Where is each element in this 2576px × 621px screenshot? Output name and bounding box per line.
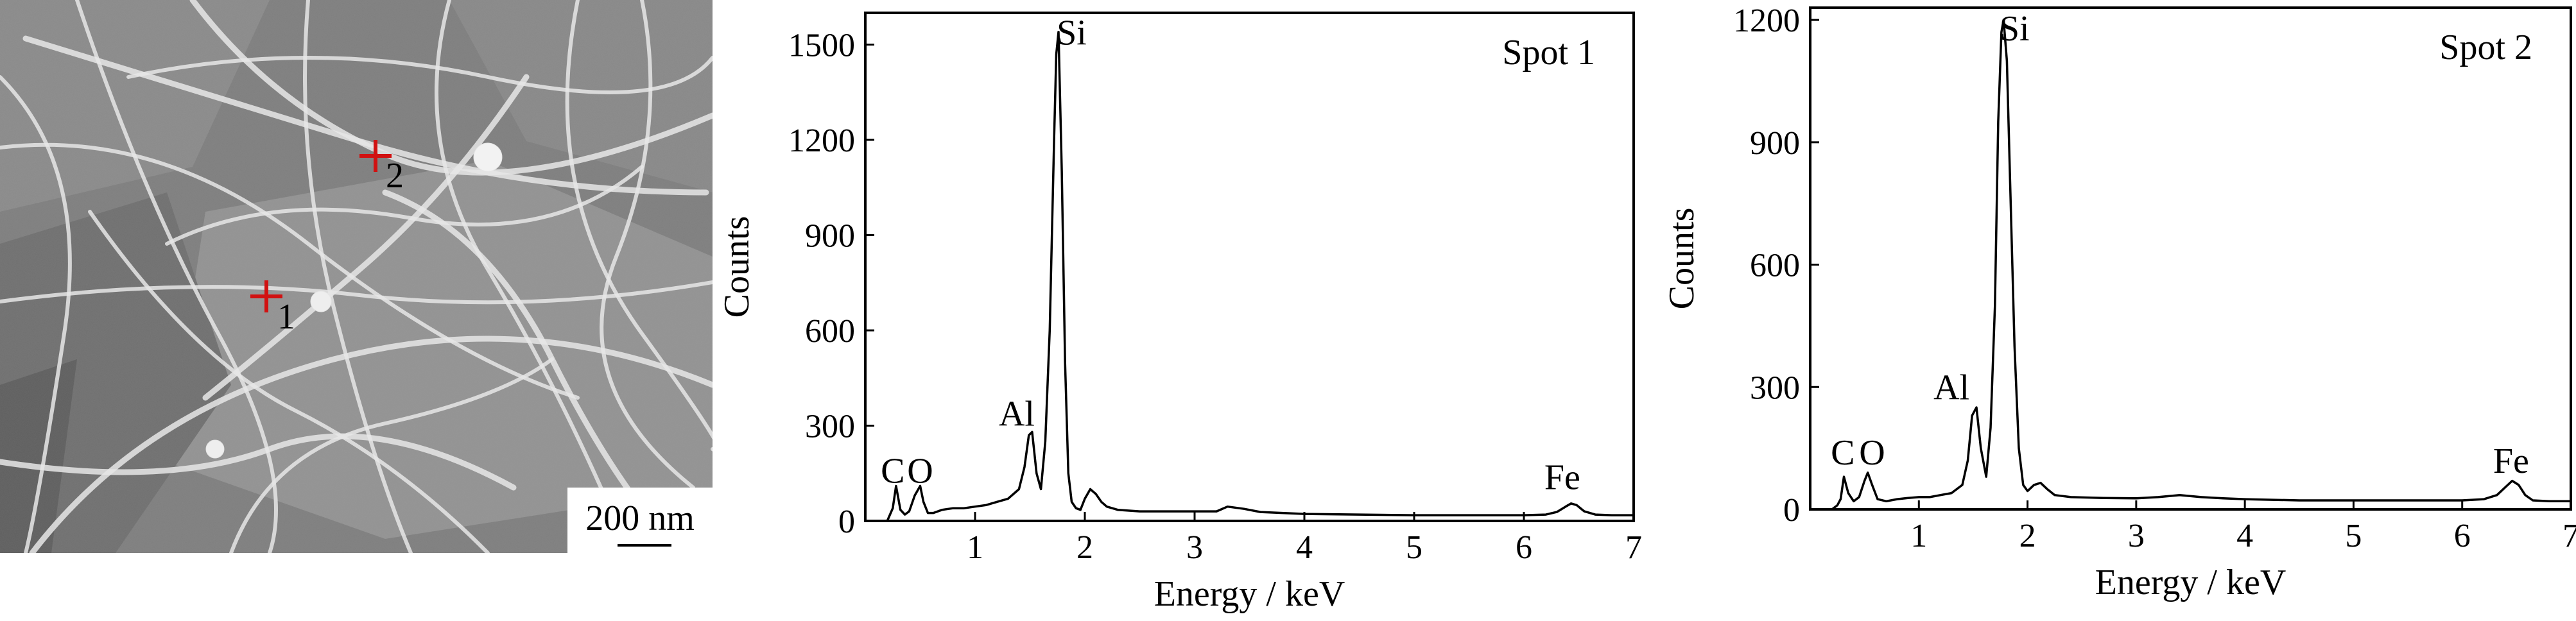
plot-frame: [1809, 6, 2572, 511]
y-axis-label: Counts: [1662, 208, 1702, 310]
nanofiber: [0, 75, 72, 553]
peak-label-o: O: [907, 452, 933, 491]
nanofiber: [126, 56, 713, 94]
scale-bar-text: 200 nm: [585, 498, 695, 538]
x-tick-label: 6: [2454, 518, 2471, 554]
y-tick-label: 300: [805, 409, 855, 445]
scale-bar-box: [567, 488, 713, 553]
x-tick-label: 3: [2128, 518, 2145, 554]
scale-bar: 200 nm: [567, 488, 713, 553]
x-tick-label: 1: [967, 529, 983, 566]
nanofiber: [435, 0, 631, 553]
peak-label-al: Al: [999, 395, 1035, 434]
x-tick-label: 2: [2019, 518, 2036, 554]
nanofiber: [565, 0, 713, 452]
nanofiber: [303, 0, 413, 553]
y-tick-label: 300: [1750, 370, 1800, 406]
y-tick-label: 1200: [1733, 3, 1800, 39]
y-tick-label: 900: [805, 218, 855, 255]
x-tick-label: 4: [2236, 518, 2253, 554]
particle: [310, 291, 332, 312]
eds-spectrum-spot-2: 1 2 3 4 5 6 7 0 300 600 900 1200 Energy / keV Counts S…: [1662, 3, 2576, 602]
y-tick-label: 1500: [788, 28, 855, 64]
y-tick-label: 0: [1783, 492, 1800, 529]
x-tick-label: 5: [1406, 529, 1422, 566]
y-tick-label: 600: [805, 313, 855, 350]
peak-label-o: O: [1859, 433, 1885, 473]
x-tick-label: 7: [2563, 518, 2576, 554]
sem-marker-2: 2: [359, 140, 404, 196]
y-tick-label: 600: [1750, 248, 1800, 284]
nanofiber: [600, 0, 695, 489]
x-axis-label: Energy / keV: [2095, 563, 2286, 602]
spectrum-line: [1810, 19, 2571, 511]
peak-label-si: Si: [1057, 13, 1087, 53]
nanofiber: [0, 280, 713, 305]
peak-label-c: C: [881, 452, 904, 491]
x-tick-label: 6: [1516, 529, 1532, 566]
peak-label-fe: Fe: [1544, 458, 1580, 498]
spectrum-line: [865, 30, 1634, 522]
nanofiber: [0, 142, 580, 400]
sem-marker-1: 1: [250, 280, 295, 337]
peak-label-fe: Fe: [2493, 441, 2529, 481]
x-tick-label: 1: [1910, 518, 1927, 554]
x-tick-label: 2: [1076, 529, 1093, 566]
particle: [473, 142, 503, 172]
eds-spectrum-spot-1: 1 2 3 4 5 6 7 0 300 600 900 1200 1500 Energy / keV Cou…: [717, 12, 1642, 614]
peak-label-al: Al: [1933, 368, 1969, 407]
peak-label-si: Si: [2000, 9, 2030, 49]
nanofiber: [0, 433, 517, 491]
spot-annotation: Spot 2: [2439, 28, 2532, 67]
nanofiber: [75, 0, 278, 553]
x-tick-label: 3: [1186, 529, 1203, 566]
nanofiber: [202, 74, 530, 401]
x-axis-label: Energy / keV: [1154, 574, 1345, 614]
x-tick-label: 5: [2345, 518, 2362, 554]
spot-annotation: Spot 1: [1502, 33, 1595, 72]
plot-frame: [864, 12, 1635, 522]
x-tick-label: 4: [1296, 529, 1313, 566]
marker-2-label: 2: [386, 156, 404, 196]
y-tick-label: 1200: [788, 123, 855, 159]
sem-micrograph: 1 2: [0, 0, 713, 553]
nanofiber: [189, 0, 713, 176]
peak-label-c: C: [1831, 433, 1854, 473]
nanofiber: [88, 210, 490, 553]
particle: [205, 439, 225, 459]
x-tick-label: 7: [1625, 529, 1642, 566]
marker-1-label: 1: [277, 297, 295, 337]
y-tick-label: 0: [838, 504, 855, 540]
y-tick-label: 900: [1750, 125, 1800, 162]
y-axis-label: Counts: [717, 216, 757, 318]
nanofiber: [229, 357, 554, 553]
